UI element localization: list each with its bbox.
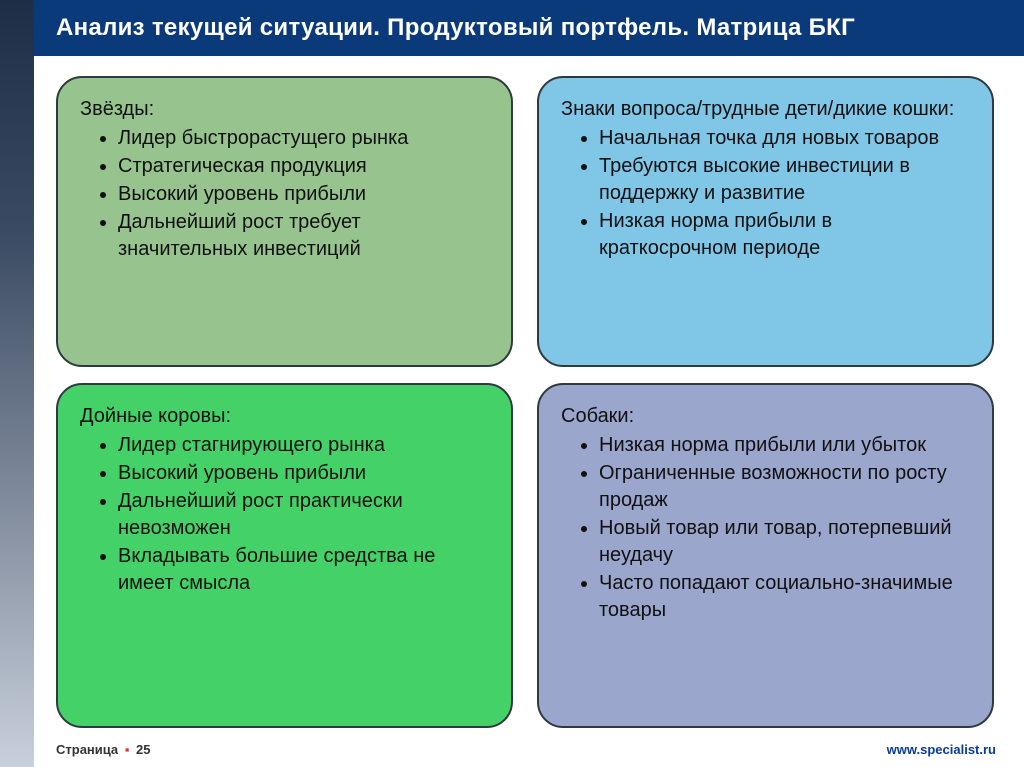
title-bar: Анализ текущей ситуации. Продуктовый пор…	[0, 0, 1024, 56]
list-item: Требуются высокие инвестиции в поддержку…	[599, 153, 970, 207]
card-stars-list: Лидер быстрорастущего рынка Стратегическ…	[80, 125, 489, 263]
list-item: Начальная точка для новых товаров	[599, 125, 970, 152]
list-item: Низкая норма прибыли или убыток	[599, 432, 970, 459]
bullet-icon: ▪	[125, 742, 130, 757]
footer-url: www.specialist.ru	[887, 742, 996, 757]
list-item: Низкая норма прибыли в краткосрочном пер…	[599, 208, 970, 262]
left-edge-decoration	[0, 0, 34, 767]
list-item: Новый товар или товар, потерпевший неуда…	[599, 515, 970, 569]
card-dogs-list: Низкая норма прибыли или убыток Ограниче…	[561, 432, 970, 624]
card-qmarks-heading: Знаки вопроса/трудные дети/дикие кошки:	[561, 96, 970, 123]
page-indicator: Страница ▪ 25	[56, 742, 150, 757]
list-item: Высокий уровень прибыли	[118, 181, 489, 208]
list-item: Часто попадают социально-значимые товары	[599, 570, 970, 624]
card-cash-cows: Дойные коровы: Лидер стагнирующего рынка…	[56, 383, 513, 728]
card-qmarks-list: Начальная точка для новых товаров Требую…	[561, 125, 970, 262]
card-stars-heading: Звёзды:	[80, 96, 489, 123]
slide-footer: Страница ▪ 25 www.specialist.ru	[0, 738, 1024, 767]
list-item: Лидер стагнирующего рынка	[118, 432, 489, 459]
card-dogs-heading: Собаки:	[561, 403, 970, 430]
list-item: Вкладывать большие средства не имеет смы…	[118, 543, 489, 597]
card-cows-heading: Дойные коровы:	[80, 403, 489, 430]
bcg-matrix-grid: Звёзды: Лидер быстрорастущего рынка Стра…	[0, 56, 1024, 738]
card-dogs: Собаки: Низкая норма прибыли или убыток …	[537, 383, 994, 728]
page-number: 25	[136, 742, 150, 757]
card-cows-list: Лидер стагнирующего рынка Высокий уровен…	[80, 432, 489, 597]
list-item: Дальнейший рост практически невозможен	[118, 488, 489, 542]
list-item: Дальнейший рост требует значительных инв…	[118, 209, 489, 263]
card-stars: Звёзды: Лидер быстрорастущего рынка Стра…	[56, 76, 513, 367]
slide-title: Анализ текущей ситуации. Продуктовый пор…	[56, 14, 855, 41]
slide: Анализ текущей ситуации. Продуктовый пор…	[0, 0, 1024, 767]
list-item: Высокий уровень прибыли	[118, 460, 489, 487]
list-item: Лидер быстрорастущего рынка	[118, 125, 489, 152]
list-item: Ограниченные возможности по росту продаж	[599, 460, 970, 514]
list-item: Стратегическая продукция	[118, 153, 489, 180]
card-question-marks: Знаки вопроса/трудные дети/дикие кошки: …	[537, 76, 994, 367]
page-label: Страница	[56, 742, 118, 757]
